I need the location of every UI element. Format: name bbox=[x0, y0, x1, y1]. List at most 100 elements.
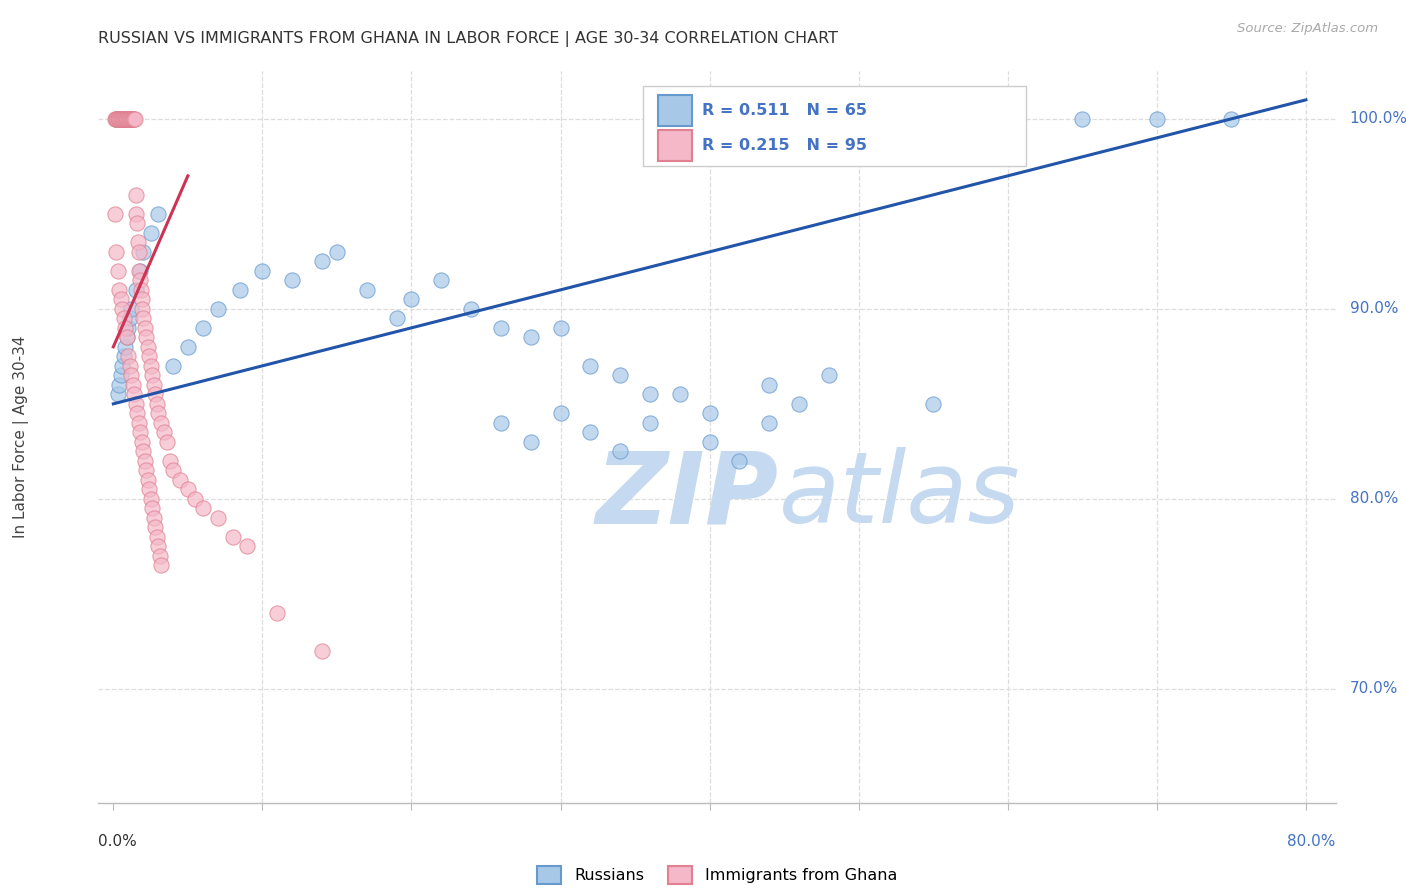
Point bbox=[728, 454, 751, 468]
Point bbox=[159, 454, 181, 468]
Point bbox=[550, 321, 572, 335]
Point bbox=[150, 558, 173, 573]
Point bbox=[120, 368, 142, 383]
Point bbox=[107, 387, 129, 401]
Point bbox=[107, 264, 129, 278]
Point bbox=[489, 321, 512, 335]
Point bbox=[177, 340, 200, 354]
Point bbox=[141, 501, 163, 516]
Point bbox=[609, 368, 631, 383]
Point bbox=[115, 330, 138, 344]
Point bbox=[146, 539, 169, 553]
Point bbox=[550, 406, 572, 420]
Point bbox=[142, 377, 165, 392]
Point bbox=[127, 235, 149, 250]
Point bbox=[128, 416, 150, 430]
Point bbox=[221, 530, 243, 544]
Point bbox=[131, 301, 153, 316]
Point bbox=[121, 112, 143, 126]
Point bbox=[129, 264, 152, 278]
Point bbox=[519, 434, 541, 449]
Point bbox=[1220, 112, 1243, 126]
Point bbox=[108, 283, 131, 297]
Point bbox=[121, 112, 143, 126]
Point bbox=[105, 244, 128, 259]
Point bbox=[134, 321, 156, 335]
Text: In Labor Force | Age 30-34: In Labor Force | Age 30-34 bbox=[13, 335, 30, 539]
Legend: Russians, Immigrants from Ghana: Russians, Immigrants from Ghana bbox=[531, 860, 903, 890]
Point bbox=[110, 368, 132, 383]
Point bbox=[115, 112, 138, 126]
Point bbox=[143, 387, 166, 401]
Point bbox=[117, 321, 139, 335]
Point bbox=[117, 112, 139, 126]
Point bbox=[460, 301, 482, 316]
Point bbox=[114, 321, 136, 335]
Text: atlas: atlas bbox=[779, 447, 1021, 544]
Point bbox=[699, 406, 721, 420]
Point bbox=[110, 112, 132, 126]
Point bbox=[124, 112, 146, 126]
Point bbox=[111, 112, 134, 126]
Point bbox=[104, 112, 127, 126]
Point bbox=[638, 416, 661, 430]
Point bbox=[162, 463, 184, 477]
Point bbox=[146, 207, 169, 221]
Point bbox=[997, 112, 1019, 126]
Point bbox=[143, 520, 166, 534]
Point bbox=[108, 112, 131, 126]
Point bbox=[108, 112, 131, 126]
Point bbox=[207, 301, 229, 316]
Point bbox=[138, 483, 160, 497]
Text: RUSSIAN VS IMMIGRANTS FROM GHANA IN LABOR FORCE | AGE 30-34 CORRELATION CHART: RUSSIAN VS IMMIGRANTS FROM GHANA IN LABO… bbox=[98, 31, 838, 47]
Point bbox=[236, 539, 259, 553]
Point bbox=[125, 187, 148, 202]
Point bbox=[128, 244, 150, 259]
Point bbox=[229, 283, 252, 297]
Point bbox=[162, 359, 184, 373]
Point bbox=[136, 340, 159, 354]
Point bbox=[818, 368, 841, 383]
Point bbox=[107, 112, 129, 126]
Point bbox=[111, 112, 134, 126]
Point bbox=[385, 311, 408, 326]
Point bbox=[356, 283, 378, 297]
Point bbox=[104, 207, 127, 221]
Point bbox=[115, 330, 138, 344]
Text: ZIP: ZIP bbox=[596, 447, 779, 544]
Point bbox=[311, 644, 333, 658]
Point bbox=[118, 112, 141, 126]
Point bbox=[105, 112, 128, 126]
Point bbox=[108, 112, 131, 126]
Point bbox=[110, 112, 132, 126]
Point bbox=[136, 473, 159, 487]
Point bbox=[281, 273, 304, 287]
Point bbox=[579, 359, 602, 373]
Point bbox=[112, 349, 135, 363]
Point bbox=[114, 112, 136, 126]
Point bbox=[132, 244, 155, 259]
Point bbox=[191, 501, 214, 516]
Point bbox=[758, 416, 780, 430]
Point bbox=[311, 254, 333, 268]
Point bbox=[184, 491, 207, 506]
Point bbox=[129, 425, 152, 440]
Point bbox=[108, 377, 131, 392]
Point bbox=[115, 112, 138, 126]
Point bbox=[131, 434, 153, 449]
Point bbox=[132, 444, 155, 458]
Point bbox=[114, 112, 136, 126]
Point bbox=[125, 207, 148, 221]
Text: 100.0%: 100.0% bbox=[1350, 112, 1406, 127]
Point bbox=[125, 283, 148, 297]
Point bbox=[519, 330, 541, 344]
Point bbox=[156, 434, 179, 449]
Point bbox=[107, 112, 129, 126]
Text: Source: ZipAtlas.com: Source: ZipAtlas.com bbox=[1237, 22, 1378, 36]
Point bbox=[112, 112, 135, 126]
Point bbox=[114, 340, 136, 354]
Point bbox=[148, 549, 170, 563]
Point bbox=[107, 112, 129, 126]
Point bbox=[120, 112, 142, 126]
Point bbox=[118, 359, 141, 373]
